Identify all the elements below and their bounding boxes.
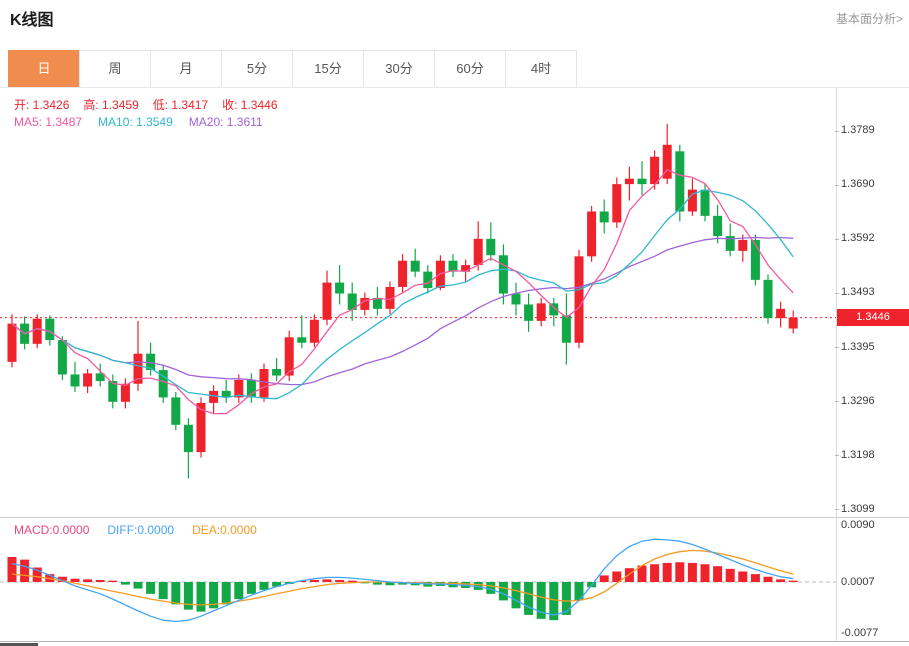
ohlc-item: 低: 1.3417	[152, 98, 209, 112]
y-axis-label: 1.3690	[841, 178, 875, 191]
y-axis-tick	[835, 509, 839, 511]
tab-月[interactable]: 月	[150, 50, 222, 88]
ohlc-item: 高: 1.3459	[83, 98, 139, 112]
ohlc-item: 收: 1.3446	[222, 98, 278, 112]
y-axis-tick	[835, 184, 839, 186]
y-axis-tick	[835, 238, 839, 240]
macd-legend-item: DIFF:0.0000	[107, 523, 175, 537]
y-axis-label: 1.3099	[841, 502, 875, 515]
macd-y-label: 0.0090	[841, 518, 875, 531]
ohlc-row: 开: 1.3426 高: 1.3459 低: 1.3417 收: 1.3446	[14, 96, 292, 113]
ma20-line	[11, 236, 794, 386]
macd-y-label: -0.0077	[841, 627, 879, 639]
fundamental-analysis-link[interactable]: 基本面分析>	[835, 12, 903, 26]
macd-legend-item: MACD:0.0000	[14, 523, 90, 537]
page-title: K线图	[10, 12, 54, 29]
tab-4时[interactable]: 4时	[505, 50, 577, 88]
ma5-line	[11, 168, 794, 415]
tabs-divider	[0, 87, 909, 88]
tab-5分[interactable]: 5分	[221, 50, 293, 88]
ma-legend-MA10: MA10: 1.3549	[98, 115, 173, 129]
macd-histogram	[7, 556, 798, 621]
y-axis-label: 1.3493	[841, 286, 875, 299]
tab-30分[interactable]: 30分	[363, 50, 435, 88]
y-axis-label: 1.3198	[841, 448, 875, 461]
macd-diff-line	[11, 538, 794, 623]
bottom-border	[0, 641, 909, 642]
ma10-line	[11, 189, 794, 400]
macd-svg[interactable]	[0, 518, 836, 641]
current-price-tag: 1.3446	[837, 309, 909, 326]
ma-legend-MA20: MA20: 1.3611	[188, 115, 263, 129]
ma-legend-row: MA5: 1.3487 MA10: 1.3549 MA20: 1.3611	[14, 115, 279, 129]
tab-周[interactable]: 周	[79, 50, 151, 88]
y-axis-tick	[835, 347, 839, 349]
macd-legend-item: DEA:0.0000	[192, 523, 257, 537]
macd-legend: MACD:0.0000 DIFF:0.0000 DEA:0.0000	[14, 523, 275, 537]
ohlc-item: 开: 1.3426	[14, 98, 70, 112]
y-axis-tick	[835, 130, 839, 132]
y-axis-line	[836, 88, 837, 641]
tab-15分[interactable]: 15分	[292, 50, 364, 88]
y-axis-tick	[835, 455, 839, 457]
tab-日[interactable]: 日	[8, 50, 80, 88]
pane-separator	[0, 517, 909, 518]
candles-layer	[7, 123, 798, 479]
y-axis-label: 1.3395	[841, 340, 875, 353]
macd-y-label: 0.0007	[841, 575, 875, 588]
ma-legend-MA5: MA5: 1.3487	[14, 115, 83, 129]
scrollbar-thumb[interactable]	[0, 643, 38, 646]
y-axis-label: 1.3789	[841, 124, 875, 136]
main-chart-svg[interactable]	[0, 88, 836, 517]
y-axis-tick	[835, 292, 839, 294]
timeframe-tabs: 日周月 5分 15分 30分 60分 4时	[8, 50, 577, 88]
y-axis-label: 1.3296	[841, 394, 875, 407]
y-axis-tick	[835, 401, 839, 403]
tab-60分[interactable]: 60分	[434, 50, 506, 88]
y-axis-label: 1.3592	[841, 232, 875, 245]
